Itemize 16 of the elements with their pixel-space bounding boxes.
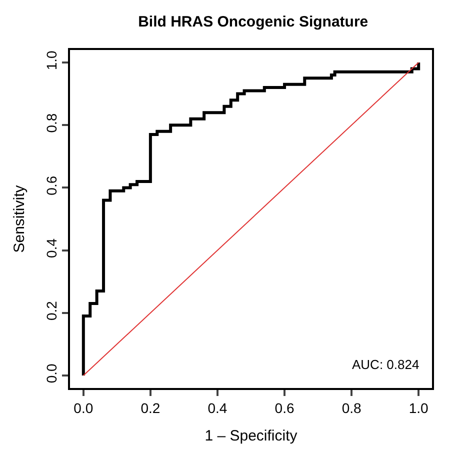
annotation: AUC: 0.824 bbox=[352, 357, 420, 372]
x-tick-label: 1.0 bbox=[408, 400, 429, 416]
x-axis-title: 1 – Specificity bbox=[204, 427, 298, 444]
y-axis-title: Sensitivity bbox=[11, 184, 28, 253]
chart-title: Bild HRAS Oncogenic Signature bbox=[138, 14, 368, 31]
y-tick-label: 0.8 bbox=[43, 113, 60, 133]
y-tick-label: 0.6 bbox=[43, 176, 60, 196]
y-tick-label: 0.0 bbox=[43, 363, 60, 384]
x-tick-label: 0.2 bbox=[140, 400, 160, 416]
y-tick-label: 0.2 bbox=[43, 300, 60, 321]
y-tick-label: 0.4 bbox=[43, 238, 60, 258]
x-tick-label: 0.8 bbox=[342, 400, 362, 416]
x-tick-label: 0.6 bbox=[274, 400, 294, 416]
x-tick-label: 0.4 bbox=[208, 400, 228, 416]
y-tick-label: 1.0 bbox=[43, 50, 60, 70]
x-tick-label: 0.0 bbox=[74, 400, 94, 416]
